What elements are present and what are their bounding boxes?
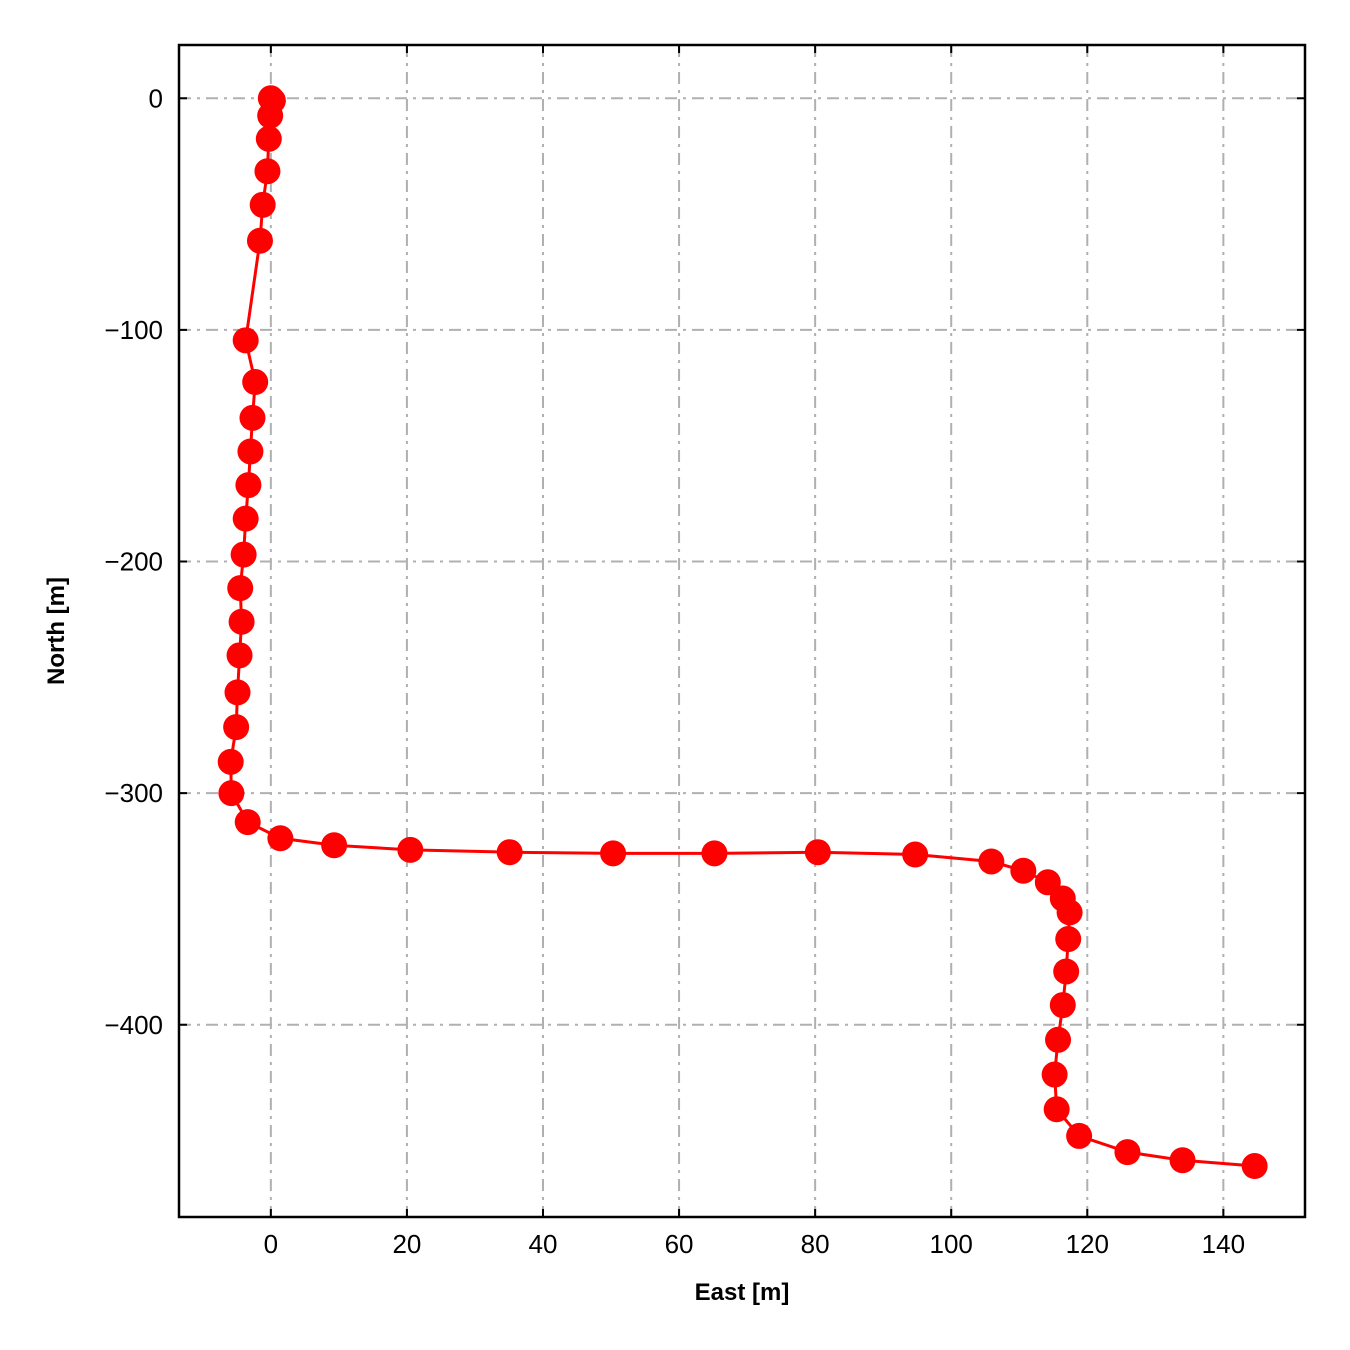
trajectory-point bbox=[226, 642, 253, 669]
trajectory-point bbox=[235, 472, 262, 499]
trajectory-point bbox=[1241, 1153, 1268, 1180]
y-tick-label: −200 bbox=[104, 547, 163, 577]
trajectory-point bbox=[224, 679, 251, 706]
x-tick-label: 0 bbox=[264, 1229, 278, 1259]
trajectory-point bbox=[246, 227, 273, 254]
x-axis-label: East [m] bbox=[695, 1279, 790, 1306]
trajectory-point bbox=[321, 832, 348, 859]
trajectory-point bbox=[255, 125, 282, 152]
trajectory-point bbox=[1055, 926, 1082, 953]
x-tick-label: 100 bbox=[930, 1229, 973, 1259]
x-tick-label: 120 bbox=[1066, 1229, 1109, 1259]
trajectory-point bbox=[239, 404, 266, 431]
x-tick-label: 140 bbox=[1202, 1229, 1245, 1259]
y-tick-label: −300 bbox=[104, 778, 163, 808]
x-tick-label: 60 bbox=[665, 1229, 694, 1259]
trajectory-point bbox=[230, 541, 257, 568]
y-tick-label: −100 bbox=[104, 315, 163, 345]
y-tick-label: −400 bbox=[104, 1010, 163, 1040]
trajectory-point bbox=[267, 825, 294, 852]
trajectory-point bbox=[257, 102, 284, 129]
trajectory-point bbox=[1066, 1122, 1093, 1149]
trajectory-point bbox=[1041, 1061, 1068, 1088]
trajectory-point bbox=[978, 848, 1005, 875]
series-layer bbox=[217, 85, 1268, 1180]
trajectory-point bbox=[902, 841, 929, 868]
plot-frame bbox=[177, 43, 1307, 1219]
trajectory-point bbox=[701, 840, 728, 867]
trajectory-point bbox=[804, 839, 831, 866]
trajectory-point bbox=[1010, 857, 1037, 884]
trajectory-point bbox=[223, 714, 250, 741]
trajectory-line bbox=[229, 97, 1255, 1168]
trajectory-point bbox=[496, 839, 523, 866]
y-tick-label: 0 bbox=[149, 83, 163, 113]
trajectory-point bbox=[1045, 1026, 1072, 1053]
trajectory-point bbox=[228, 608, 255, 635]
trajectory-point bbox=[218, 780, 245, 807]
trajectory-point bbox=[1056, 899, 1083, 926]
trajectory-point bbox=[234, 809, 261, 836]
trajectory-point bbox=[237, 438, 264, 465]
trajectory-point bbox=[1053, 958, 1080, 985]
trajectory-point bbox=[1049, 992, 1076, 1019]
grid-lines bbox=[179, 45, 1305, 1217]
trajectory-point bbox=[254, 158, 281, 185]
trajectory-point bbox=[1169, 1147, 1196, 1174]
trajectory-point bbox=[232, 327, 259, 354]
trajectory-point bbox=[600, 840, 627, 867]
trajectory-point bbox=[1114, 1139, 1141, 1166]
trajectory-point bbox=[232, 505, 259, 532]
trajectory-point bbox=[1043, 1096, 1070, 1123]
x-tick-label: 80 bbox=[801, 1229, 830, 1259]
x-tick-label: 40 bbox=[529, 1229, 558, 1259]
trajectory-point bbox=[242, 369, 269, 396]
trajectory-point bbox=[217, 748, 244, 775]
x-tick-label: 20 bbox=[392, 1229, 421, 1259]
trajectory-point bbox=[397, 836, 424, 863]
y-axis-label: North [m] bbox=[43, 577, 70, 685]
trajectory-point bbox=[227, 575, 254, 602]
trajectory-point bbox=[249, 191, 276, 218]
tick-labels: 0 20 40 60 80 100 120 140 0 −100 −200 −300 −400 bbox=[104, 83, 1245, 1259]
axis-ticks bbox=[179, 45, 1305, 1217]
